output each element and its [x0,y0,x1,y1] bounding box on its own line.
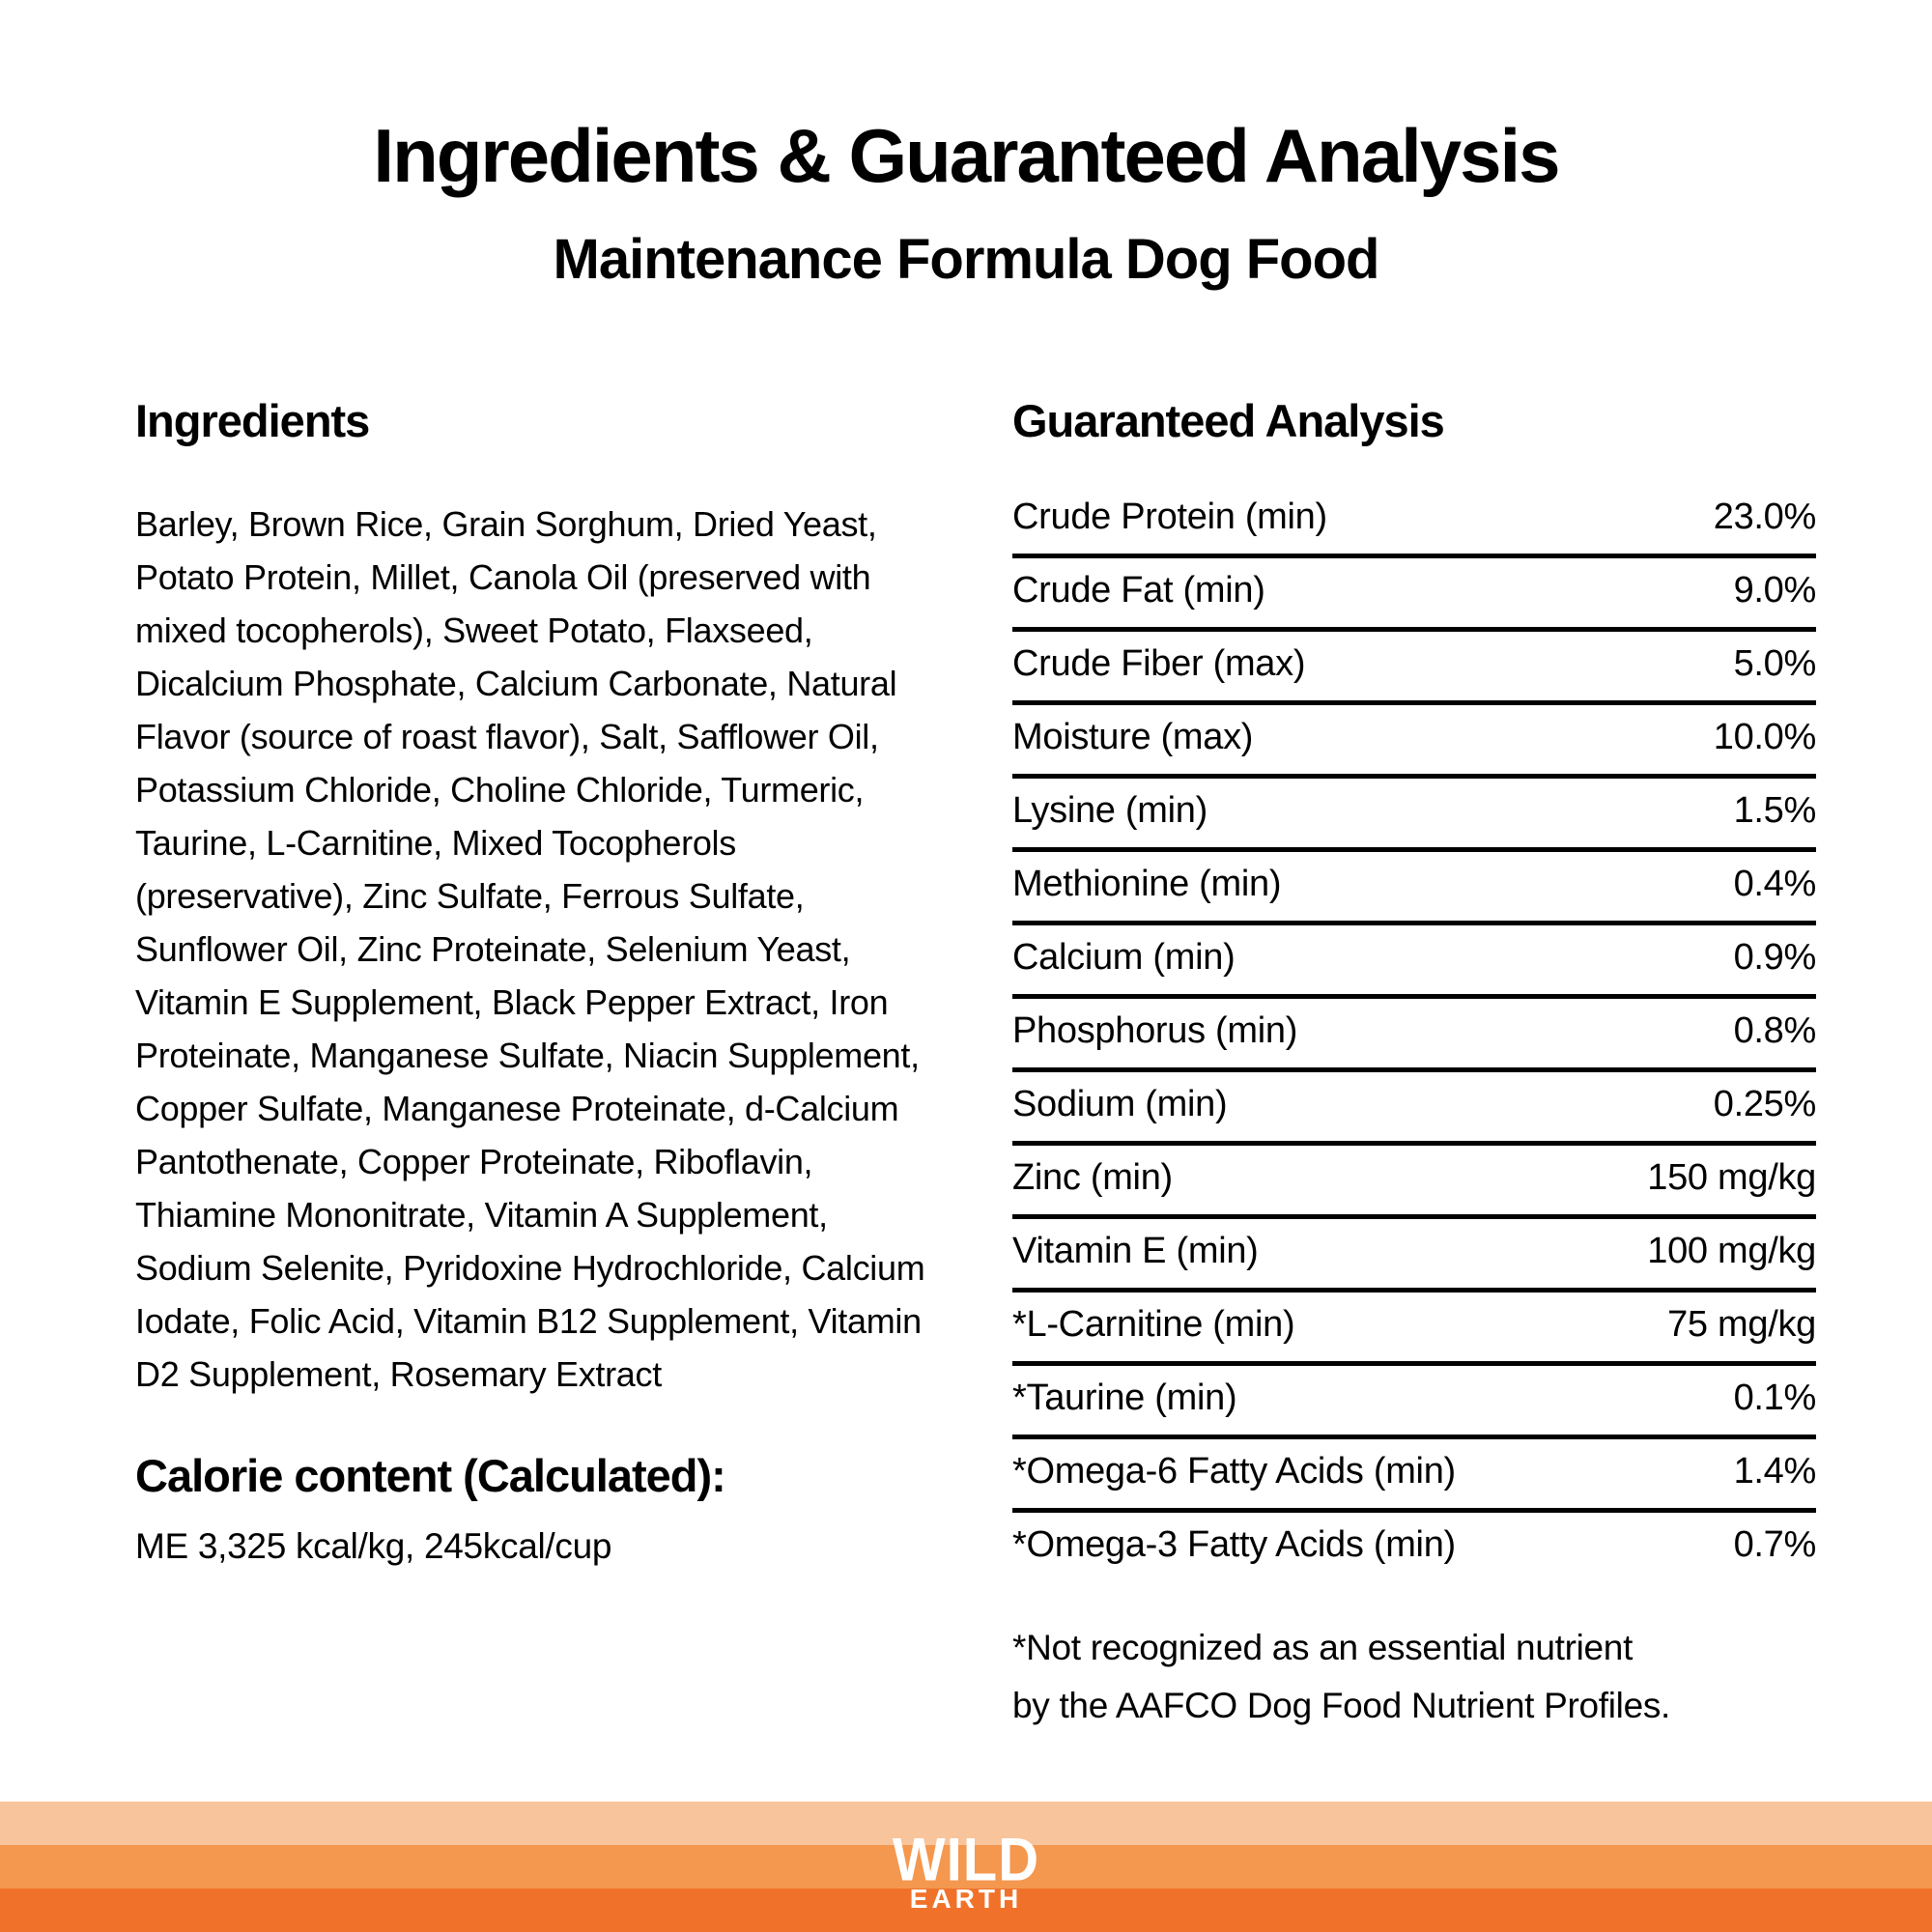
analysis-row-label: Sodium (min) [1012,1084,1228,1124]
analysis-row-value: 75 mg/kg [1667,1304,1816,1345]
analysis-row-label: Vitamin E (min) [1012,1231,1259,1271]
footer: WILD EARTH [0,1802,1932,1932]
analysis-row: Crude Fiber (max) 5.0% [1012,632,1816,705]
analysis-footnote: *Not recognized as an essential nutrient… [1012,1619,1816,1735]
analysis-row: *Taurine (min) 0.1% [1012,1366,1816,1439]
analysis-row-label: *Omega-6 Fatty Acids (min) [1012,1451,1456,1492]
analysis-row-value: 1.5% [1733,790,1817,831]
analysis-row: Phosphorus (min) 0.8% [1012,999,1816,1072]
analysis-row: Moisture (max) 10.0% [1012,705,1816,779]
analysis-row-label: Methionine (min) [1012,864,1282,904]
page-subtitle: Maintenance Formula Dog Food [553,228,1380,291]
footer-stripe-light [0,1802,1932,1845]
analysis-row-value: 5.0% [1733,643,1817,684]
analysis-row-value: 150 mg/kg [1647,1157,1816,1198]
analysis-row: Calcium (min) 0.9% [1012,925,1816,999]
logo-earth-text: EARTH [909,1884,1023,1914]
analysis-row: Crude Protein (min) 23.0% [1012,485,1816,558]
analysis-row-label: Crude Fat (min) [1012,570,1265,611]
analysis-row: *Omega-3 Fatty Acids (min) 0.7% [1012,1513,1816,1581]
analysis-row: Lysine (min) 1.5% [1012,779,1816,852]
analysis-row: Zinc (min) 150 mg/kg [1012,1146,1816,1219]
analysis-row-value: 23.0% [1713,497,1817,537]
analysis-row-label: *L-Carnitine (min) [1012,1304,1295,1345]
analysis-row: *Omega-6 Fatty Acids (min) 1.4% [1012,1439,1816,1513]
analysis-row-value: 10.0% [1713,717,1817,757]
footnote-line-2: by the AAFCO Dog Food Nutrient Profiles. [1012,1686,1671,1725]
analysis-row: Vitamin E (min) 100 mg/kg [1012,1219,1816,1293]
analysis-row-label: Lysine (min) [1012,790,1208,831]
footer-stripe-dark [0,1889,1932,1932]
analysis-row-label: Calcium (min) [1012,937,1236,978]
analysis-row: Methionine (min) 0.4% [1012,852,1816,925]
analysis-row-value: 9.0% [1733,570,1817,611]
analysis-row-label: Moisture (max) [1012,717,1254,757]
analysis-row-value: 0.7% [1733,1524,1817,1565]
analysis-row-label: Zinc (min) [1012,1157,1173,1198]
analysis-row-label: Crude Protein (min) [1012,497,1327,537]
analysis-row-value: 0.25% [1713,1084,1817,1124]
page-title: Ingredients & Guaranteed Analysis [373,113,1560,198]
analysis-row-value: 1.4% [1733,1451,1817,1492]
calorie-text: ME 3,325 kcal/kg, 245kcal/cup [135,1526,612,1566]
ingredients-section: Ingredients Barley, Brown Rice, Grain So… [135,394,952,1571]
analysis-row-value: 100 mg/kg [1647,1231,1816,1271]
wild-earth-logo: WILD EARTH [0,1826,1932,1915]
analysis-row: Sodium (min) 0.25% [1012,1072,1816,1146]
analysis-row-label: Crude Fiber (max) [1012,643,1306,684]
header: Ingredients & Guaranteed Analysis Mainte… [0,118,1932,288]
ingredients-text: Barley, Brown Rice, Grain Sorghum, Dried… [135,504,925,1394]
analysis-row: *L-Carnitine (min) 75 mg/kg [1012,1293,1816,1366]
analysis-heading: Guaranteed Analysis [1012,395,1445,446]
analysis-row-value: 0.9% [1733,937,1817,978]
analysis-row-label: *Taurine (min) [1012,1378,1237,1418]
analysis-row-value: 0.4% [1733,864,1817,904]
analysis-row-label: Phosphorus (min) [1012,1010,1298,1051]
analysis-row-value: 0.8% [1733,1010,1817,1051]
analysis-row-label: *Omega-3 Fatty Acids (min) [1012,1524,1456,1565]
analysis-row: Crude Fat (min) 9.0% [1012,558,1816,632]
analysis-table: Crude Protein (min) 23.0% Crude Fat (min… [1012,485,1816,1581]
analysis-section: Guaranteed Analysis Crude Protein (min) … [1012,394,1816,1735]
analysis-row-value: 0.1% [1733,1378,1817,1418]
footnote-line-1: *Not recognized as an essential nutrient [1012,1628,1634,1667]
calorie-heading: Calorie content (Calculated): [135,1450,726,1501]
logo-wild-text: WILD [892,1826,1040,1894]
footer-stripe-medium [0,1845,1932,1889]
ingredients-heading: Ingredients [135,395,370,446]
